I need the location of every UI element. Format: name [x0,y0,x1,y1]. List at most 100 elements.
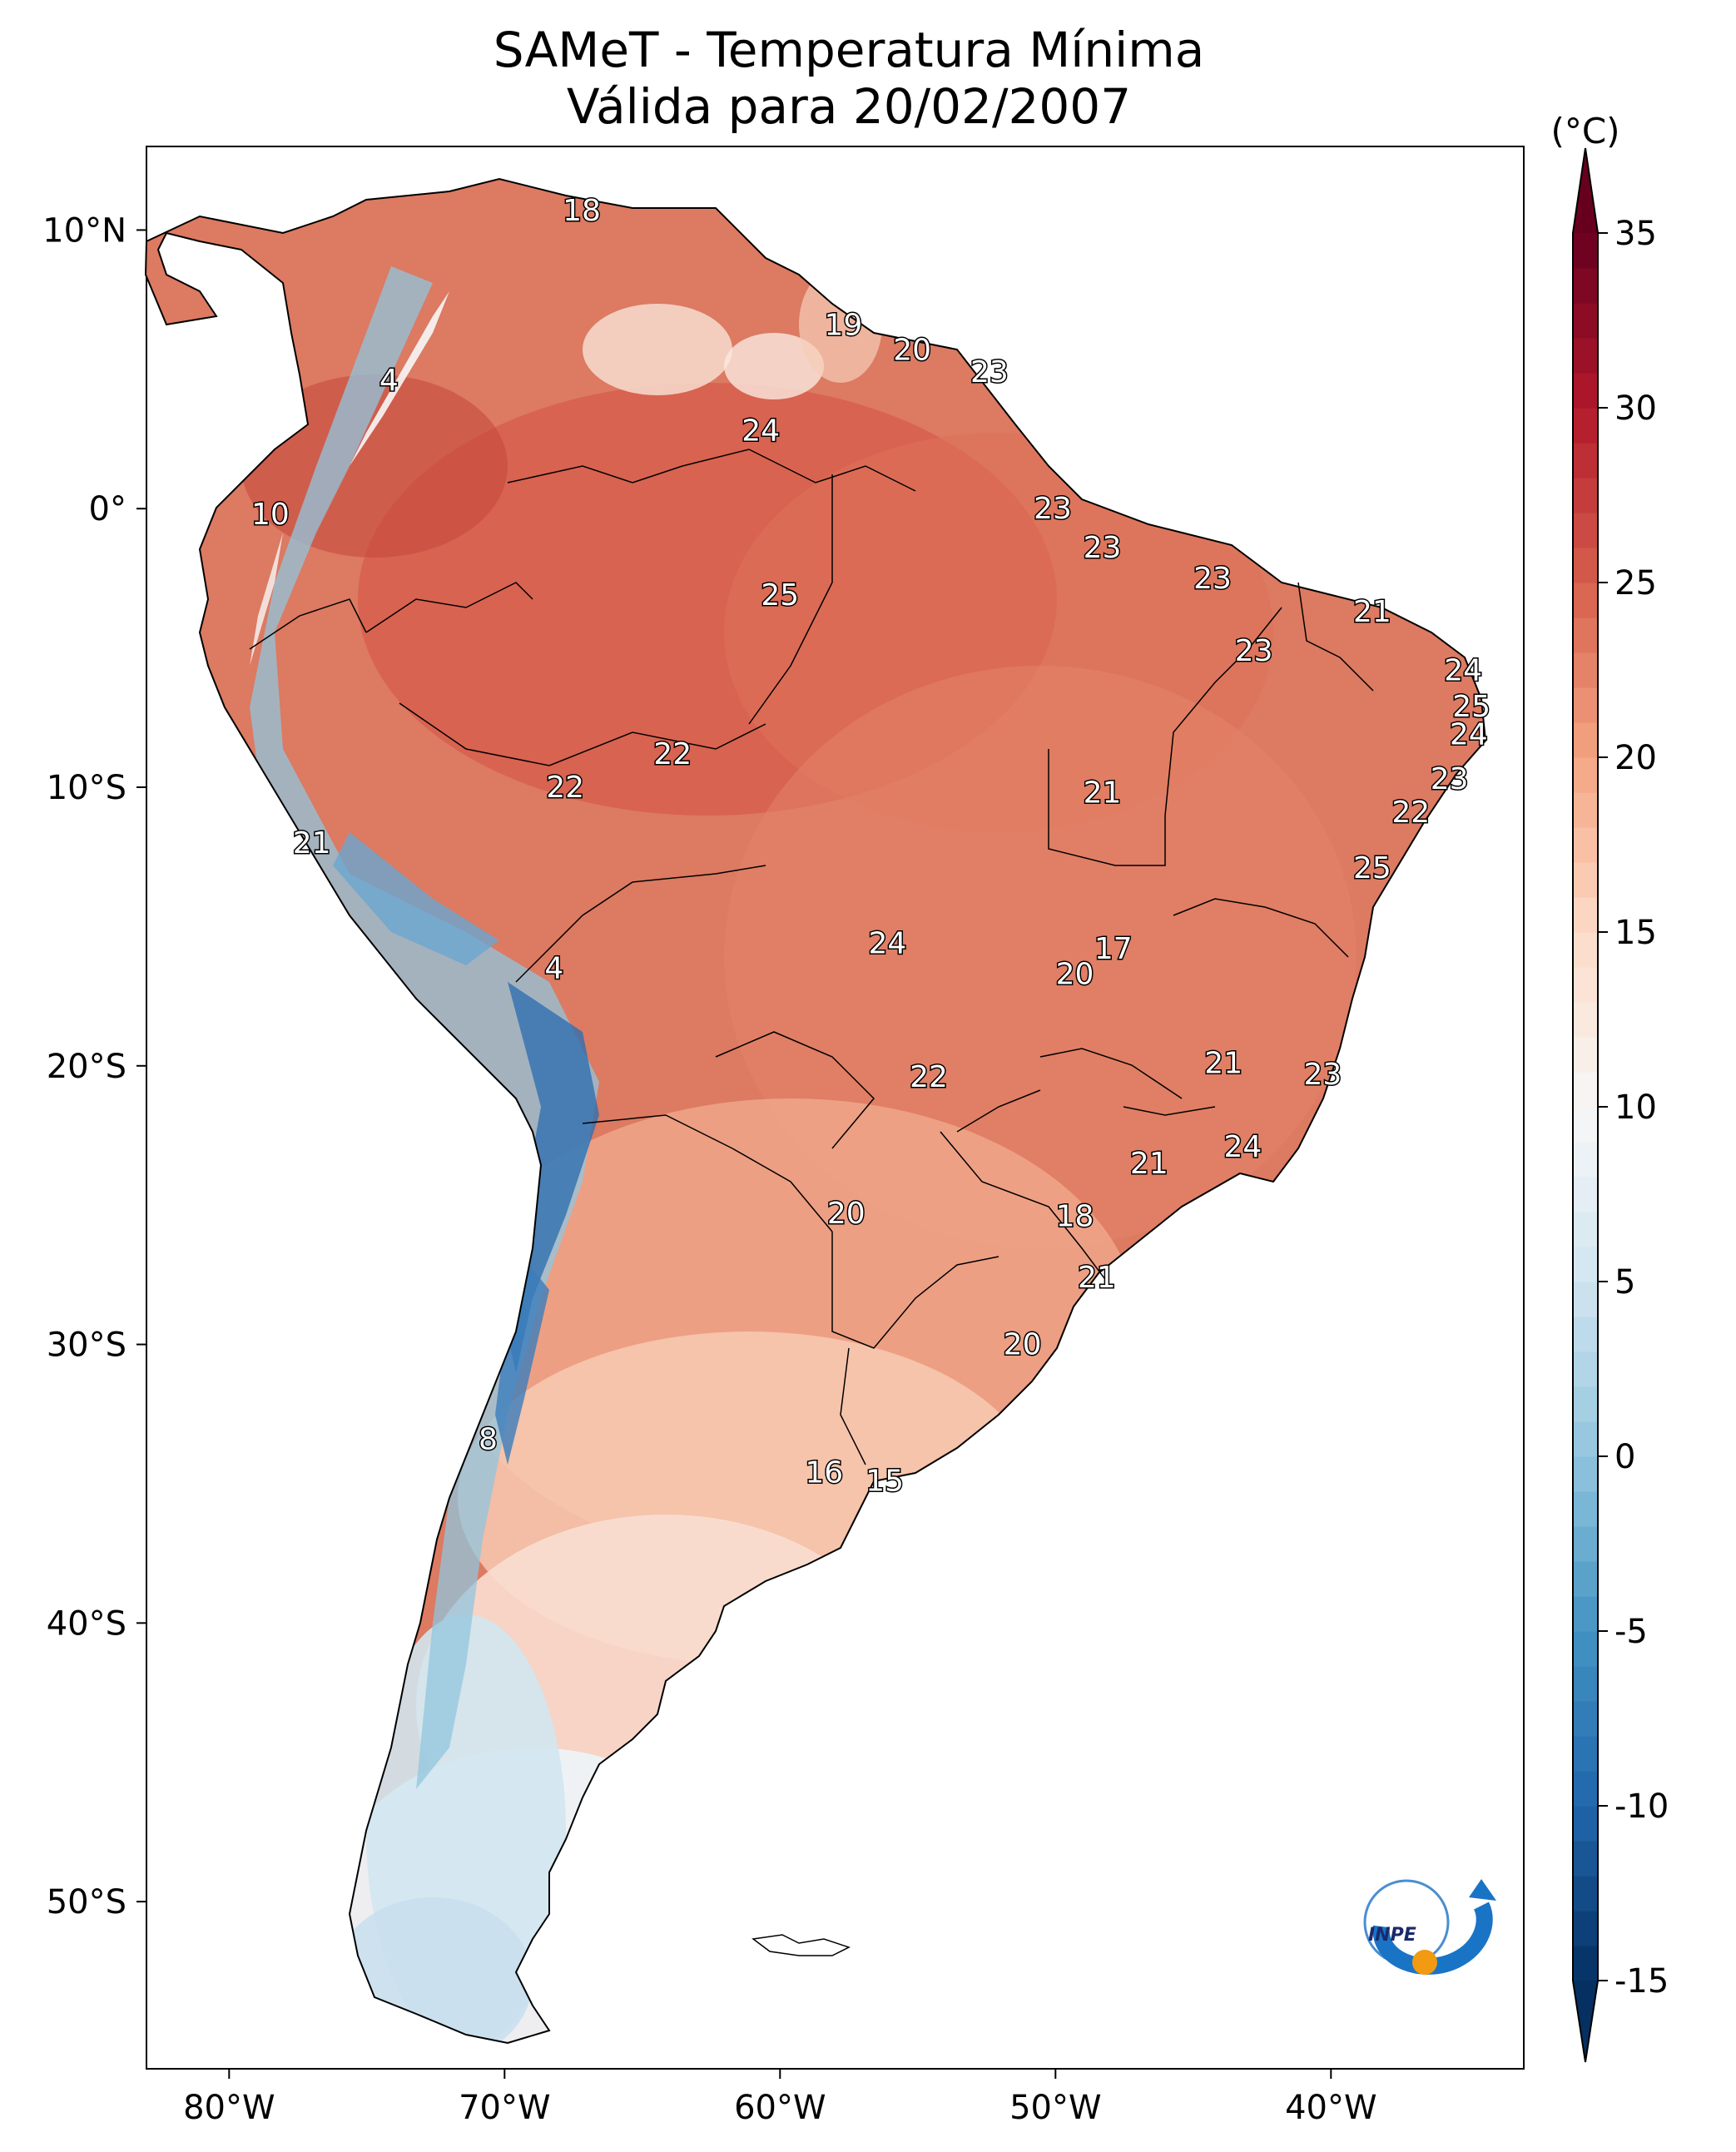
colorbar-band [1573,1911,1598,1946]
colorbar-tick-label: -10 [1614,1788,1669,1826]
station-value: 21 [293,826,331,860]
station-value: 10 [251,498,290,532]
station-value: 19 [825,308,863,342]
latitude-label: 0° [89,490,126,528]
map-title: SAMeT - Temperatura Mínima [493,22,1205,78]
colorbar-band [1573,1526,1598,1562]
colorbar-band [1573,233,1598,269]
colorbar-band [1573,1596,1598,1632]
colorbar-band [1573,1876,1598,1912]
station-value: 20 [1004,1328,1042,1362]
colorbar-band [1573,548,1598,583]
colorbar-tick-label: 20 [1614,739,1657,777]
station-value: 22 [653,737,692,771]
inpe-logo: INPE [1363,1879,1496,1975]
station-value: 21 [1130,1147,1168,1181]
colorbar-tick-label: 25 [1614,564,1657,602]
colorbar-extend-max [1573,148,1598,233]
colorbar: 35 30 25 20 15 10 5 0 -5 -10 -15 (°C) [1550,111,1669,2063]
colorbar-band [1573,757,1598,793]
colorbar-band [1573,1351,1598,1387]
colorbar-band [1573,373,1598,409]
longitude-label: 60°W [734,2089,826,2127]
country-borders [249,449,1374,1465]
colorbar-band [1573,303,1598,339]
colorbar-band [1573,687,1598,723]
colorbar-band [1573,827,1598,863]
colorbar-band [1573,1841,1598,1877]
latitude-labels: 10°N 0° 10°S 20°S 30°S 40°S 50°S [42,211,146,1921]
station-value: 21 [1084,776,1122,811]
colorbar-band [1573,408,1598,444]
colorbar-band [1573,932,1598,968]
station-value: 22 [546,771,584,805]
colorbar-tick-label: 30 [1614,389,1657,428]
colorbar-band [1573,1212,1598,1247]
longitude-label: 80°W [183,2089,275,2127]
station-value: 15 [866,1465,904,1499]
station-value: 24 [1444,653,1482,687]
falkland-islands [751,1934,851,1956]
station-value: 23 [1431,762,1469,796]
colorbar-band [1573,1806,1598,1842]
colorbar-band [1573,1037,1598,1073]
station-value: 21 [1204,1046,1242,1080]
station-value: 20 [1056,957,1094,991]
colorbar-band [1573,1561,1598,1597]
colorbar-band [1573,1072,1598,1108]
longitude-label: 40°W [1285,2089,1376,2127]
colorbar-band [1573,1421,1598,1457]
station-value: 25 [1353,851,1391,885]
colorbar-band [1573,652,1598,688]
colorbar-band [1573,1631,1598,1667]
colorbar-tick-label: -15 [1614,1962,1669,2001]
colorbar-tick-label: 5 [1614,1263,1635,1302]
colorbar-unit: (°C) [1550,111,1619,151]
latitude-label: 10°S [47,769,126,807]
station-value: 18 [563,194,601,228]
latitude-label: 50°S [47,1883,126,1921]
station-value: 24 [868,926,906,960]
colorbar-band [1573,1491,1598,1527]
colorbar-band [1573,1701,1598,1737]
colorbar-band [1573,1771,1598,1807]
station-value: 8 [479,1422,498,1456]
station-value: 22 [910,1060,948,1094]
station-value: 23 [970,355,1009,389]
colorbar-tick-label: 0 [1614,1438,1635,1476]
colorbar-band [1573,1142,1598,1178]
latitude-label: 20°S [47,1048,126,1086]
colorbar-band [1573,897,1598,933]
colorbar-tick-label: 35 [1614,215,1657,253]
station-value: 25 [761,578,799,612]
latitude-label: 40°S [47,1604,126,1643]
station-value: 21 [1078,1261,1116,1295]
colorbar-band [1573,583,1598,618]
colorbar-band [1573,268,1598,304]
station-value: 17 [1094,932,1133,966]
station-value: 23 [1303,1058,1342,1092]
station-value: 23 [1235,634,1273,668]
station-value: 22 [1391,796,1430,830]
colorbar-band [1573,1282,1598,1317]
colorbar-band [1573,1247,1598,1282]
colorbar-band [1573,478,1598,513]
colorbar-band [1573,1386,1598,1422]
colorbar-band [1573,1456,1598,1492]
colorbar-band [1573,1107,1598,1143]
colorbar-band [1573,1736,1598,1772]
latitude-label: 10°N [42,211,126,250]
colorbar-band [1573,617,1598,653]
colorbar-band [1573,1002,1598,1038]
station-value: 24 [1450,717,1488,751]
colorbar-extend-min [1573,1981,1598,2062]
colorbar-band [1573,338,1598,374]
colorbar-band [1573,792,1598,828]
station-value: 21 [1353,595,1391,629]
colorbar-tick-label: -5 [1614,1613,1648,1651]
station-value: 4 [544,952,563,986]
colorbar-band [1573,1946,1598,1981]
station-value: 20 [893,333,931,367]
